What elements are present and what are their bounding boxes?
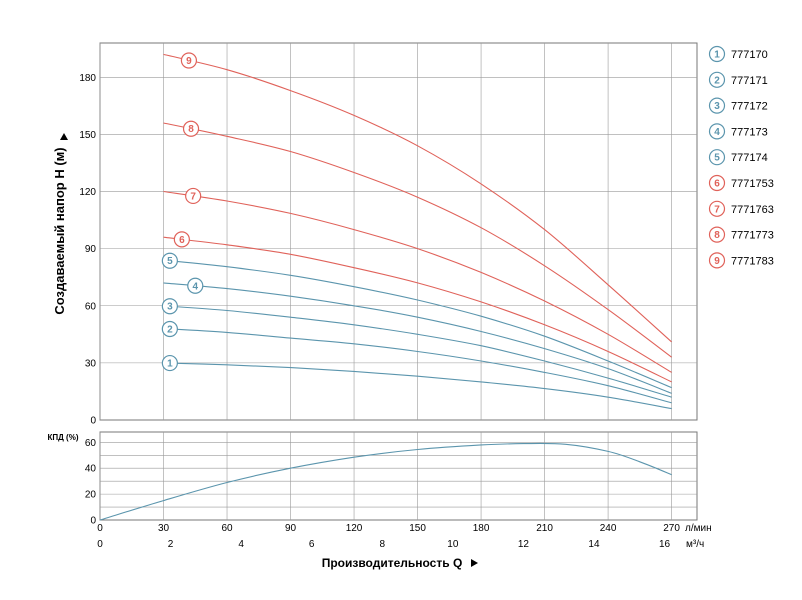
x-tick-lmin: 180 (473, 523, 490, 534)
head-curve-1 (163, 362, 672, 410)
legend-marker-circle (708, 174, 726, 192)
curve-marker-circle (182, 120, 200, 137)
x-tick-m3h: 10 (447, 539, 459, 550)
legend-entry-label: 7771763 (731, 204, 774, 216)
legend-entry-label: 777170 (731, 49, 768, 61)
curve-marker-label: 2 (167, 324, 173, 335)
x-tick-m3h: 8 (379, 539, 385, 550)
curve-marker-label: 6 (179, 235, 185, 246)
x-tick-lmin: 60 (221, 523, 233, 534)
head-y-tick: 30 (85, 358, 97, 369)
x-axis-label: Производительность Q (322, 556, 463, 570)
lmin-unit-label: л/мин (685, 523, 712, 534)
efficiency-y-tick: 0 (90, 516, 96, 527)
curve-marker-circle (161, 354, 178, 372)
legend-marker-circle (708, 97, 726, 114)
head-curve-7 (163, 190, 672, 373)
legend-marker-label: 3 (714, 101, 720, 112)
head-curve-5 (163, 259, 672, 389)
efficiency-y-tick: 20 (85, 490, 97, 501)
legend-entry-label: 7771783 (731, 255, 774, 267)
head-curve-4 (163, 282, 672, 394)
legend-marker-circle (708, 71, 726, 88)
head-curve-6 (163, 236, 672, 383)
curve-marker-circle (161, 252, 178, 269)
head-curve-8 (163, 122, 672, 358)
legend-entry-label: 7771773 (731, 230, 774, 242)
legend-marker-label: 4 (714, 127, 720, 138)
curve-marker-label: 4 (192, 281, 198, 292)
legend-entry-label: 7771753 (731, 178, 774, 190)
x-tick-m3h: 16 (659, 539, 671, 550)
legend-marker-label: 9 (714, 256, 720, 267)
head-y-tick: 60 (85, 301, 97, 312)
x-tick-lmin: 240 (600, 523, 617, 534)
head-axis-label: Создаваемый напор H (м) (52, 147, 67, 314)
legend-entry-label: 777173 (731, 126, 768, 138)
curve-marker-circle (161, 298, 178, 315)
x-tick-lmin: 120 (346, 523, 363, 534)
legend-marker-label: 2 (714, 75, 720, 86)
legend-marker-circle (708, 123, 726, 140)
legend-marker-circle (708, 226, 726, 243)
curves (99, 53, 672, 521)
curve-markers: 1 2 3 4 56 7 8 9 (161, 52, 204, 372)
curve-marker-circle (185, 187, 202, 205)
x-tick-lmin: 270 (663, 523, 680, 534)
curve-marker-label: 1 (167, 359, 173, 370)
legend-marker-circle (708, 252, 726, 269)
x-tick-m3h: 4 (238, 539, 244, 550)
legend-marker-circle (708, 200, 726, 217)
x-tick-m3h: 6 (309, 539, 315, 550)
x-tick-lmin: 90 (285, 523, 297, 534)
efficiency-y-tick: 40 (85, 464, 97, 475)
curve-marker-label: 8 (188, 124, 194, 135)
legend-entry-label: 777174 (731, 152, 768, 164)
legend-marker-label: 7 (714, 204, 720, 215)
legend-marker-circle (708, 149, 726, 166)
legend-entry-label: 777171 (731, 75, 768, 87)
legend-entry-label: 777172 (731, 101, 768, 113)
x-tick-lmin: 30 (158, 523, 170, 534)
head-axis-arrow-icon (60, 133, 68, 140)
efficiency-curve (99, 442, 672, 521)
head-y-tick: 180 (79, 73, 96, 84)
curve-marker-circle (187, 277, 204, 294)
head-y-tick: 90 (85, 244, 97, 255)
legend-marker-label: 8 (714, 230, 720, 241)
curve-marker-circle (161, 320, 178, 338)
head-curve-2 (163, 328, 672, 404)
head-curve-3 (163, 305, 672, 398)
efficiency-plot-area (99, 431, 698, 521)
efficiency-axis-label: КПД (%) (48, 433, 79, 442)
x-axis-arrow-icon (471, 559, 478, 567)
grid-lines (99, 43, 697, 520)
curve-marker-label: 5 (167, 256, 173, 267)
x-tick-m3h: 14 (588, 539, 600, 550)
efficiency-y-tick: 60 (85, 438, 97, 449)
head-y-tick: 0 (90, 416, 96, 427)
x-tick-lmin: 0 (97, 523, 103, 534)
legend: 1 777170 2 777171 3 777172 4 777173 5 777174 6 7771… (708, 45, 774, 269)
curve-marker-circle (173, 231, 190, 248)
legend-marker-label: 6 (714, 179, 720, 190)
x-tick-m3h: 2 (168, 539, 174, 550)
curve-marker-circle (180, 52, 198, 69)
legend-marker-label: 5 (714, 153, 720, 164)
curve-marker-label: 7 (190, 191, 196, 202)
head-y-tick: 120 (79, 187, 96, 198)
x-tick-m3h: 12 (518, 539, 530, 550)
head-y-tick: 150 (79, 130, 96, 141)
curve-marker-label: 3 (167, 302, 173, 313)
x-tick-lmin: 150 (409, 523, 426, 534)
m3h-unit-label: м³/ч (686, 539, 704, 550)
x-tick-m3h: 0 (97, 539, 103, 550)
x-tick-lmin: 210 (536, 523, 553, 534)
legend-marker-circle (708, 45, 726, 63)
legend-marker-label: 1 (714, 50, 720, 61)
curve-marker-label: 9 (186, 56, 192, 67)
head-curve-9 (163, 53, 672, 343)
